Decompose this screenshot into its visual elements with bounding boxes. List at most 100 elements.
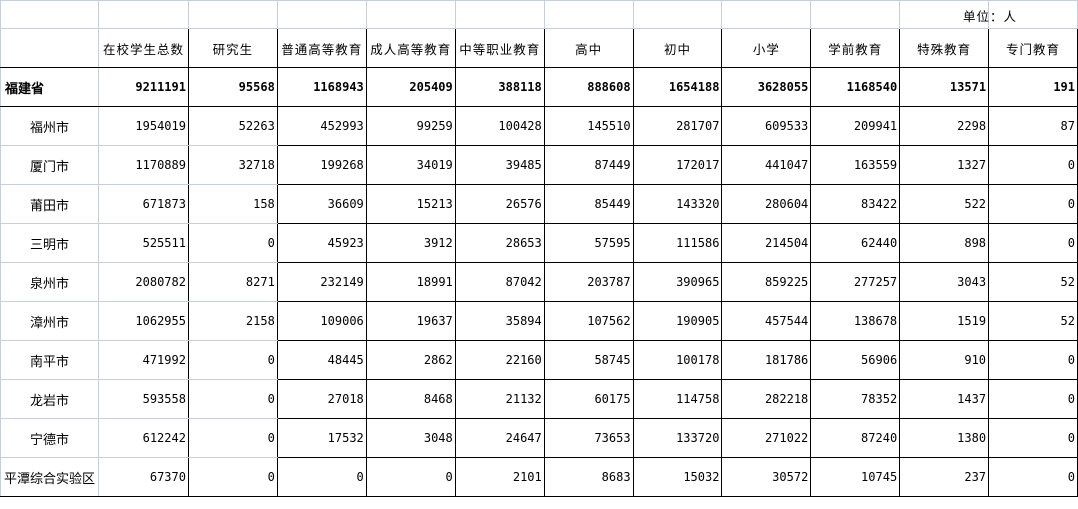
- value-cell[interactable]: 10745: [810, 457, 901, 497]
- column-header[interactable]: [0, 28, 99, 68]
- value-cell[interactable]: 457544: [721, 301, 812, 341]
- value-cell[interactable]: 910: [899, 340, 990, 380]
- empty-cell[interactable]: [721, 0, 812, 29]
- value-cell[interactable]: 57595: [543, 223, 634, 263]
- value-cell[interactable]: 2158: [187, 301, 278, 341]
- value-cell[interactable]: 2080782: [97, 262, 189, 302]
- value-cell[interactable]: 19637: [365, 301, 456, 341]
- value-cell[interactable]: 172017: [632, 145, 723, 185]
- row-name-cell[interactable]: 厦门市: [0, 145, 99, 185]
- value-cell[interactable]: 28653: [454, 223, 545, 263]
- value-cell[interactable]: 1437: [899, 379, 990, 419]
- column-header[interactable]: 高中: [543, 28, 634, 68]
- value-cell[interactable]: 100178: [632, 340, 723, 380]
- value-cell[interactable]: 0: [187, 340, 278, 380]
- value-cell[interactable]: 471992: [97, 340, 189, 380]
- column-header[interactable]: 专门教育: [988, 28, 1078, 68]
- value-cell[interactable]: 133720: [632, 418, 723, 458]
- value-cell[interactable]: 158: [187, 184, 278, 224]
- value-cell[interactable]: 203787: [543, 262, 634, 302]
- value-cell[interactable]: 48445: [276, 340, 367, 380]
- empty-cell[interactable]: [187, 0, 278, 29]
- value-cell[interactable]: 52: [988, 301, 1078, 341]
- value-cell[interactable]: 13571: [899, 67, 990, 107]
- value-cell[interactable]: 525511: [97, 223, 189, 263]
- value-cell[interactable]: 95568: [187, 67, 278, 107]
- empty-cell[interactable]: [0, 0, 99, 29]
- value-cell[interactable]: 78352: [810, 379, 901, 419]
- value-cell[interactable]: 0: [988, 457, 1078, 497]
- value-cell[interactable]: 87240: [810, 418, 901, 458]
- value-cell[interactable]: 114758: [632, 379, 723, 419]
- value-cell[interactable]: 24647: [454, 418, 545, 458]
- column-header[interactable]: 特殊教育: [899, 28, 990, 68]
- value-cell[interactable]: 145510: [543, 106, 634, 146]
- value-cell[interactable]: 209941: [810, 106, 901, 146]
- row-name-cell[interactable]: 南平市: [0, 340, 99, 380]
- value-cell[interactable]: 109006: [276, 301, 367, 341]
- value-cell[interactable]: 388118: [454, 67, 545, 107]
- row-name-cell[interactable]: 宁德市: [0, 418, 99, 458]
- value-cell[interactable]: 452993: [276, 106, 367, 146]
- column-header[interactable]: 成人高等教育: [365, 28, 456, 68]
- column-header[interactable]: 普通高等教育: [276, 28, 367, 68]
- value-cell[interactable]: 99259: [365, 106, 456, 146]
- value-cell[interactable]: 2298: [899, 106, 990, 146]
- value-cell[interactable]: 8683: [543, 457, 634, 497]
- empty-cell[interactable]: [543, 0, 634, 29]
- value-cell[interactable]: 609533: [721, 106, 812, 146]
- empty-cell[interactable]: [454, 0, 545, 29]
- value-cell[interactable]: 83422: [810, 184, 901, 224]
- empty-cell[interactable]: [632, 0, 723, 29]
- value-cell[interactable]: 3048: [365, 418, 456, 458]
- value-cell[interactable]: 0: [988, 223, 1078, 263]
- value-cell[interactable]: 282218: [721, 379, 812, 419]
- value-cell[interactable]: 522: [899, 184, 990, 224]
- value-cell[interactable]: 8468: [365, 379, 456, 419]
- value-cell[interactable]: 15213: [365, 184, 456, 224]
- value-cell[interactable]: 0: [187, 223, 278, 263]
- column-header[interactable]: 在校学生总数: [97, 28, 189, 68]
- value-cell[interactable]: 190905: [632, 301, 723, 341]
- value-cell[interactable]: 0: [988, 418, 1078, 458]
- empty-cell[interactable]: [97, 0, 189, 29]
- value-cell[interactable]: 1954019: [97, 106, 189, 146]
- value-cell[interactable]: 32718: [187, 145, 278, 185]
- row-name-cell[interactable]: 漳州市: [0, 301, 99, 341]
- value-cell[interactable]: 214504: [721, 223, 812, 263]
- value-cell[interactable]: 0: [988, 145, 1078, 185]
- value-cell[interactable]: 45923: [276, 223, 367, 263]
- value-cell[interactable]: 1519: [899, 301, 990, 341]
- value-cell[interactable]: 271022: [721, 418, 812, 458]
- empty-cell[interactable]: [276, 0, 367, 29]
- row-name-cell[interactable]: 龙岩市: [0, 379, 99, 419]
- value-cell[interactable]: 2101: [454, 457, 545, 497]
- row-name-cell[interactable]: 莆田市: [0, 184, 99, 224]
- empty-cell[interactable]: [365, 0, 456, 29]
- row-name-cell[interactable]: 福州市: [0, 106, 99, 146]
- value-cell[interactable]: 0: [365, 457, 456, 497]
- value-cell[interactable]: 280604: [721, 184, 812, 224]
- column-header[interactable]: 中等职业教育: [454, 28, 545, 68]
- value-cell[interactable]: 593558: [97, 379, 189, 419]
- value-cell[interactable]: 17532: [276, 418, 367, 458]
- value-cell[interactable]: 1170889: [97, 145, 189, 185]
- value-cell[interactable]: 107562: [543, 301, 634, 341]
- row-name-cell[interactable]: 泉州市: [0, 262, 99, 302]
- value-cell[interactable]: 36609: [276, 184, 367, 224]
- value-cell[interactable]: 26576: [454, 184, 545, 224]
- value-cell[interactable]: 138678: [810, 301, 901, 341]
- row-name-cell[interactable]: 三明市: [0, 223, 99, 263]
- value-cell[interactable]: 277257: [810, 262, 901, 302]
- value-cell[interactable]: 232149: [276, 262, 367, 302]
- value-cell[interactable]: 191: [988, 67, 1078, 107]
- value-cell[interactable]: 8271: [187, 262, 278, 302]
- value-cell[interactable]: 111586: [632, 223, 723, 263]
- value-cell[interactable]: 52263: [187, 106, 278, 146]
- row-name-cell[interactable]: 福建省: [0, 67, 99, 107]
- column-header[interactable]: 学前教育: [810, 28, 901, 68]
- value-cell[interactable]: 87449: [543, 145, 634, 185]
- value-cell[interactable]: 100428: [454, 106, 545, 146]
- value-cell[interactable]: 1168540: [810, 67, 901, 107]
- value-cell[interactable]: 1327: [899, 145, 990, 185]
